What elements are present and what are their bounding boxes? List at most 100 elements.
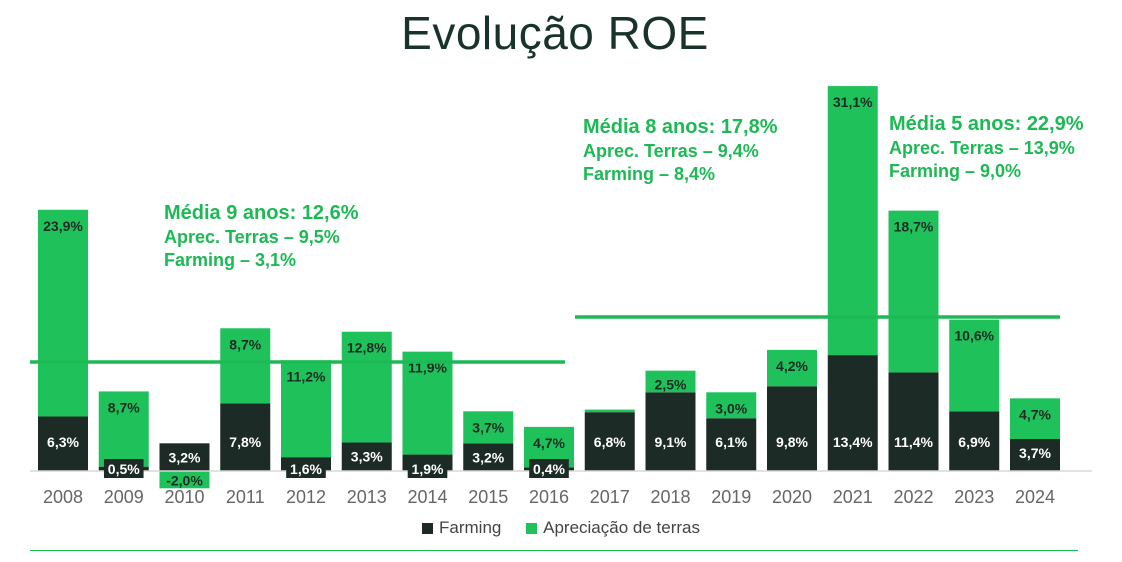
label-farming-2024: 3,7% [1019,445,1051,461]
label-farming-2018-text: 9,1% [655,434,687,450]
x-tick-2008: 2008 [43,487,83,507]
chart-title: Evolução ROE [401,7,709,59]
average-terras: Aprec. Terras – 13,9% [889,138,1075,158]
label-terras-2013-text: 12,8% [347,340,387,356]
bar-terras-2011 [220,328,271,404]
label-farming-2020-text: 9,8% [776,434,808,450]
label-terras-2020: 4,2% [776,358,808,374]
bar-farming-2022 [888,372,939,471]
label-terras-2008: 23,9% [43,218,83,234]
average-farming: Farming – 8,4% [583,164,716,185]
label-farming-2024-text: 3,7% [1019,445,1051,461]
label-farming-2008-text: 6,3% [47,434,79,450]
bar-farming-2011 [220,403,271,471]
label-farming-2014: 1,9% [407,459,448,478]
label-terras-2009: 8,7% [108,399,140,415]
bar-terras-2018 [645,370,696,393]
label-farming-2022: 11,4% [894,434,933,450]
label-terras-2015: 3,7% [472,419,504,435]
label-farming-2021-text: 13,4% [833,434,873,450]
label-farming-2022-text: 11,4% [894,434,933,450]
label-terras-2019: 3,0% [715,400,747,416]
bar-terras-2013 [341,331,392,443]
x-tick-2017: 2017 [590,487,630,507]
label-farming-2012-text: 1,6% [290,461,322,477]
x-tick-2011: 2011 [226,487,265,507]
label-terras-2018-text: 2,5% [655,376,687,392]
label-farming-2015: 3,2% [472,449,504,465]
bar-terras-2017 [584,409,635,413]
label-terras-2012-text: 11,2% [287,368,326,384]
bar-farming-2015 [463,443,514,471]
average-heading: Média 5 anos: 22,9% [889,113,1084,135]
legend-item-farming: Farming [422,518,501,538]
bar-terras-2022 [888,210,939,373]
label-farming-2023: 6,9% [958,434,990,450]
label-terras-2011-text: 8,7% [229,336,261,352]
average-farming: Farming – 3,1% [164,250,297,271]
bar-terras-2012 [281,360,331,458]
label-farming-2013-text: 3,3% [351,448,383,464]
x-tick-2010: 2010 [164,487,204,507]
label-farming-2017-text: 6,8% [594,434,626,450]
bar-terras-2019 [706,392,757,419]
label-farming-2018: 9,1% [655,434,687,450]
label-farming-2019-text: 6,1% [715,434,747,450]
average-box-8-years: Média 8 anos: 17,8% Aprec. Terras – 9,4%… [583,114,778,187]
x-tick-2023: 2023 [954,487,994,507]
label-farming-2021: 13,4% [833,434,873,450]
label-terras-2021-text: 31,1% [833,94,873,110]
bar-terras-2008 [38,209,88,417]
label-terras-2019-text: 3,0% [715,400,747,416]
bar-farming-2021 [827,355,878,471]
label-terras-2016-text: 4,7% [533,435,565,451]
label-terras-2022: 18,7% [894,219,934,235]
label-farming-2016-bg [529,459,569,478]
label-farming-2015-text: 3,2% [472,449,504,465]
x-tick-2021: 2021 [833,487,873,507]
label-terras-2020-text: 4,2% [776,358,808,374]
bar-farming-2017 [584,412,635,471]
label-farming-2009: 0,5% [103,459,144,478]
label-terras-2024: 4,7% [1019,406,1051,422]
legend-label-terras: Apreciação de terras [543,518,700,537]
label-farming-2016: 0,4% [529,459,569,478]
bar-farming-2013 [341,442,392,471]
bar-terras-2021 [827,86,878,356]
label-farming-2020: 9,8% [776,434,808,450]
label-farming-2012-bg [286,459,326,478]
legend-label-farming: Farming [439,518,502,537]
x-tick-2022: 2022 [893,487,933,507]
label-terras-2008-text: 23,9% [43,218,83,234]
bar-terras-2024 [1010,398,1060,439]
label-terras-2009-text: 8,7% [108,399,140,415]
label-farming-2011: 7,8% [229,434,261,450]
bar-farming-2008 [38,416,88,471]
label-farming-2017: 6,8% [594,434,626,450]
bar-farming-2019 [706,418,757,471]
bar-terras-2023 [949,319,1000,412]
average-farming: Farming – 9,0% [889,161,1022,182]
bar-terras-2015 [463,411,514,444]
label-farming-2010-text: 3,2% [169,449,201,465]
bottom-divider [30,550,1078,551]
x-tick-2009: 2009 [104,487,144,507]
average-box-5-years: Média 5 anos: 22,9% Aprec. Terras – 13,9… [889,111,1084,184]
x-tick-2015: 2015 [468,487,508,507]
bar-farming-2020 [767,386,817,471]
x-tick-2013: 2013 [347,487,387,507]
bar-terras-2014 [402,351,453,455]
bar-terras-2009 [98,391,149,467]
label-farming-2011-text: 7,8% [229,434,261,450]
bar-terras-2020 [767,349,817,387]
label-terras-2010-text: -2,0% [166,473,203,489]
label-farming-2014-text: 1,9% [412,461,444,477]
label-terras-2010: -2,0% [166,473,203,489]
bar-farming-2024 [1010,438,1060,471]
label-terras-2011: 8,7% [229,336,261,352]
label-terras-2013: 12,8% [347,340,387,356]
bar-farming-2010 [159,443,210,471]
label-farming-2008: 6,3% [47,434,79,450]
label-farming-2009-text: 0,5% [108,461,140,477]
